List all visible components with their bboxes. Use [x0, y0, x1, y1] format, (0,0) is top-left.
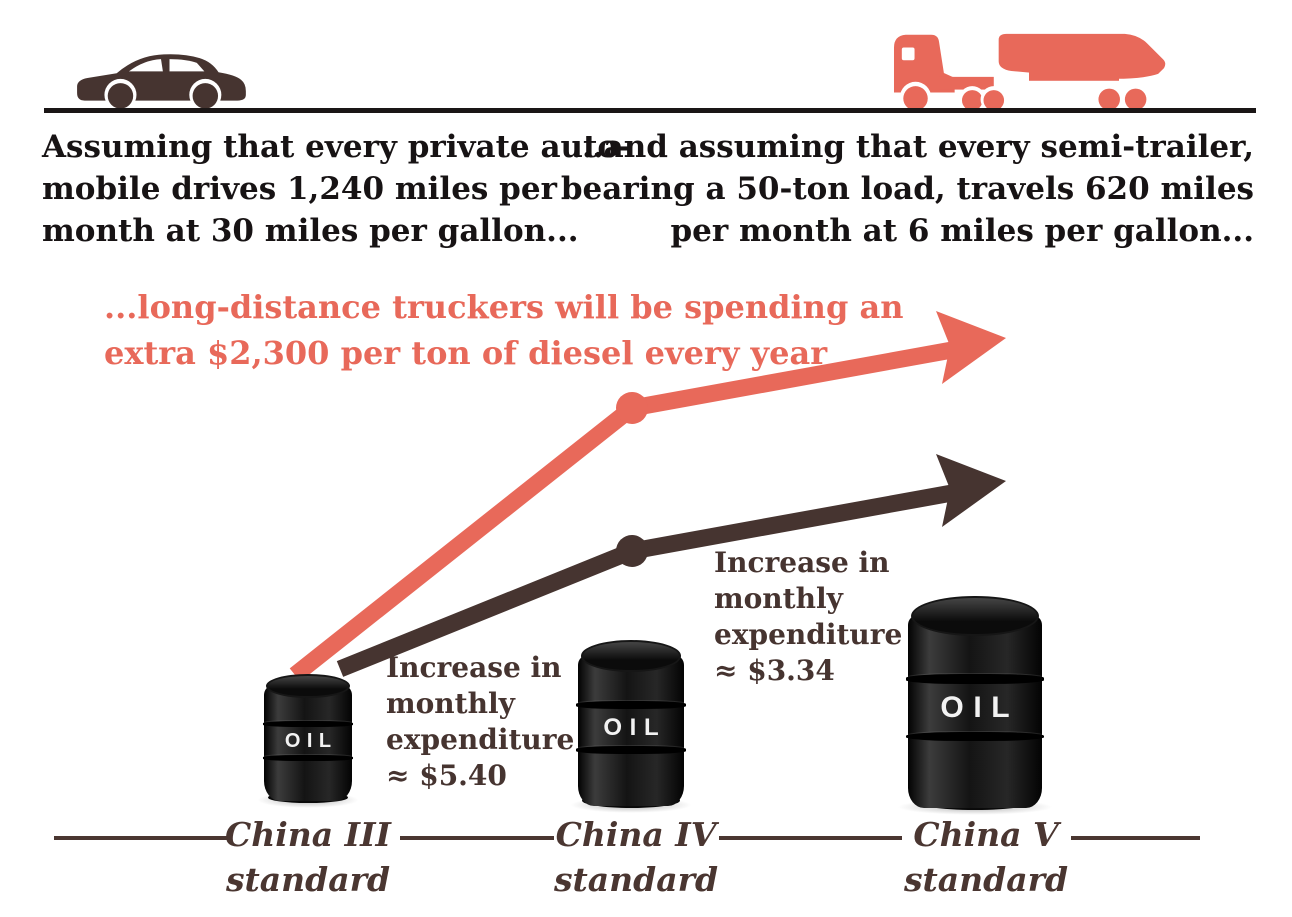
header-divider-rule	[44, 108, 1256, 113]
barrel-body	[908, 615, 1042, 808]
semi-trailer-truck-icon	[894, 33, 1166, 114]
truck-assumption-text: ...and assuming that every semi-trailer,…	[560, 129, 1254, 249]
oil-label: OIL	[603, 713, 667, 741]
expenditure-note-china-v: Increase in monthly expenditure ≈ $3.34	[714, 546, 903, 687]
barrel-lid	[266, 674, 350, 699]
barrel-body	[264, 685, 352, 801]
oil-label: OIL	[284, 729, 338, 752]
car-assumption-text: Assuming that every private auto- mobile…	[42, 129, 631, 249]
category-qualifier: standard	[225, 860, 391, 899]
oil-barrel-china-v: OIL	[897, 596, 1053, 815]
barrel-rib	[576, 746, 686, 754]
expenditure-note-china-iv: Increase in monthly expenditure ≈ $5.40	[386, 651, 575, 792]
truckers-cost-statement: ...long-distance truckers will be spendi…	[104, 288, 904, 372]
category-label-china-iv: China IV standard	[516, 812, 756, 902]
oil-label: OIL	[940, 691, 1020, 725]
barrel-body	[578, 654, 684, 806]
axis-line	[400, 836, 554, 840]
barrel-lid	[580, 640, 682, 672]
category-label-china-iii: China III standard	[188, 812, 428, 902]
barrel-rib	[262, 720, 354, 727]
axis-line	[54, 836, 227, 840]
truckers-trend-arrow	[289, 311, 1006, 682]
car-icon	[77, 54, 246, 110]
barrel-lid	[911, 596, 1039, 637]
axis-line	[1071, 836, 1200, 840]
oil-barrel-china-iv: OIL	[569, 640, 693, 813]
category-qualifier: standard	[553, 860, 719, 899]
axis-line	[719, 836, 902, 840]
barrel-rib	[906, 674, 1044, 684]
barrel-rib	[576, 701, 686, 709]
barrel-rib	[262, 755, 354, 761]
category-name: China III	[225, 815, 391, 854]
cars-trend-arrow	[336, 454, 1006, 677]
category-name: China IV	[555, 815, 717, 854]
category-qualifier: standard	[903, 860, 1069, 899]
category-name: China V	[913, 815, 1059, 854]
barrel-rib	[906, 731, 1044, 742]
oil-barrel-china-iii: OIL	[256, 674, 360, 808]
category-label-china-v: China V standard	[866, 812, 1106, 902]
